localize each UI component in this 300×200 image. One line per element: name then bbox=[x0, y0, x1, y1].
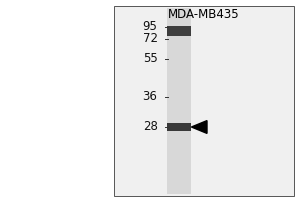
Text: MDA-MB435: MDA-MB435 bbox=[168, 8, 240, 21]
Polygon shape bbox=[191, 121, 207, 133]
Bar bbox=[167, 26, 191, 36]
Bar bbox=[167, 8, 191, 194]
Text: 95: 95 bbox=[142, 21, 158, 33]
Text: 55: 55 bbox=[143, 52, 158, 66]
Bar bbox=[114, 6, 294, 196]
Bar bbox=[167, 123, 191, 131]
Text: 72: 72 bbox=[142, 32, 158, 46]
Text: 36: 36 bbox=[142, 90, 158, 104]
Text: 28: 28 bbox=[142, 120, 158, 134]
